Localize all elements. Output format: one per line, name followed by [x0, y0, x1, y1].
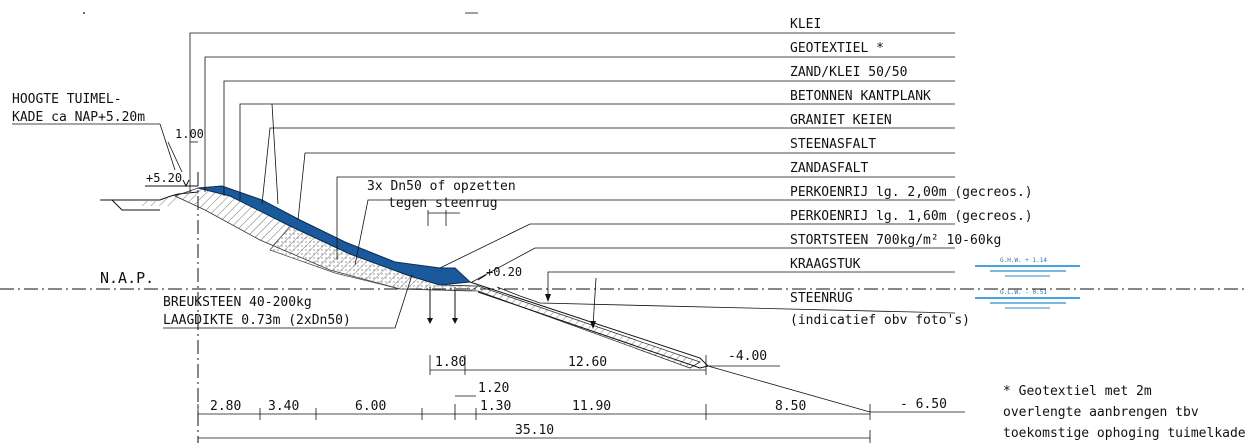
- nap-label: N.A.P.: [100, 269, 154, 287]
- layer-leaders: [189, 32, 956, 329]
- total-dimension-line: 35.10: [198, 423, 871, 443]
- label-perkoenrij-2m: PERKOENRIJ lg. 2,00m (gecreos.): [790, 185, 1033, 200]
- lower-dimension-line: 2.80 3.40 6.00 1.20 1.30 11.90 8.50: [197, 381, 871, 420]
- breuksteen-note-2: LAAGDIKTE 0.73m (2xDn50): [163, 313, 351, 328]
- pile-rows: [427, 287, 458, 324]
- layer-labels: KLEI GEOTEXTIEL * ZAND/KLEI 50/50 BETONN…: [790, 17, 1033, 328]
- svg-text:1.80: 1.80: [435, 355, 466, 370]
- crest-level-marker: +5.20 1.00: [145, 127, 204, 188]
- svg-text:6.00: 6.00: [355, 399, 386, 414]
- label-klei: KLEI: [790, 17, 821, 32]
- level-minus-6-5: - 6.50: [900, 397, 947, 412]
- kade-height-note-1: HOOGTE TUIMEL-: [12, 92, 122, 107]
- svg-text:G.H.W. + 1.14: G.H.W. + 1.14: [1000, 257, 1047, 264]
- label-zand-klei: ZAND/KLEI 50/50: [790, 65, 907, 80]
- label-stortsteen: STORTSTEEN 700kg/m² 10-60kg: [790, 233, 1001, 248]
- water-level-glw: G.L.W. - 0.51: [975, 289, 1080, 309]
- svg-text:12.60: 12.60: [568, 355, 607, 370]
- toe-level-label: +0.20: [486, 265, 522, 279]
- svg-text:overlengte aanbrengen tbv: overlengte aanbrengen tbv: [1003, 405, 1199, 420]
- svg-text:G.L.W. - 0.51: G.L.W. - 0.51: [1000, 289, 1047, 296]
- water-level-ghw: G.H.W. + 1.14: [975, 257, 1080, 277]
- asphalt-revetment: [197, 185, 472, 286]
- svg-text:8.50: 8.50: [775, 399, 806, 414]
- svg-text:* Geotextiel met 2m: * Geotextiel met 2m: [1003, 384, 1152, 399]
- svg-text:1.20: 1.20: [478, 381, 509, 396]
- label-steenasfalt: STEENASFALT: [790, 137, 876, 152]
- label-geotextiel: GEOTEXTIEL *: [790, 41, 884, 56]
- dn50-note-2: tegen steenrug: [388, 196, 498, 211]
- label-graniet-keien: GRANIET KEIEN: [790, 113, 892, 128]
- kade-height-note-2: KADE ca NAP+5.20m: [12, 110, 145, 125]
- label-perkoenrij-16m: PERKOENRIJ lg. 1,60m (gecreos.): [790, 209, 1033, 224]
- label-steenrug: STEENRUG: [790, 291, 853, 306]
- svg-text:+5.20: +5.20: [146, 171, 182, 185]
- svg-text:11.90: 11.90: [572, 399, 611, 414]
- geotextile-footnote: * Geotextiel met 2m overlengte aanbrenge…: [1003, 384, 1246, 441]
- upper-dimension-line: 1.80 12.60: [429, 355, 707, 375]
- dn50-note-1: 3x Dn50 of opzetten: [367, 179, 516, 194]
- svg-text:1.30: 1.30: [480, 399, 511, 414]
- label-kraagstuk: KRAAGSTUK: [790, 257, 861, 272]
- svg-text:2.80: 2.80: [210, 399, 241, 414]
- svg-text:35.10: 35.10: [515, 423, 554, 438]
- label-kantplank: BETONNEN KANTPLANK: [790, 89, 931, 104]
- existing-ground: [100, 191, 199, 211]
- svg-text:1.00: 1.00: [175, 127, 204, 141]
- breuksteen-note-1: BREUKSTEEN 40-200kg: [163, 295, 312, 310]
- level-minus-4: -4.00: [728, 349, 767, 364]
- svg-text:3.40: 3.40: [268, 399, 299, 414]
- label-zandasfalt: ZANDASFALT: [790, 161, 868, 176]
- label-steenrug-note: (indicatief obv foto's): [790, 313, 970, 328]
- svg-text:toekomstige ophoging tuimelkad: toekomstige ophoging tuimelkade: [1003, 426, 1246, 441]
